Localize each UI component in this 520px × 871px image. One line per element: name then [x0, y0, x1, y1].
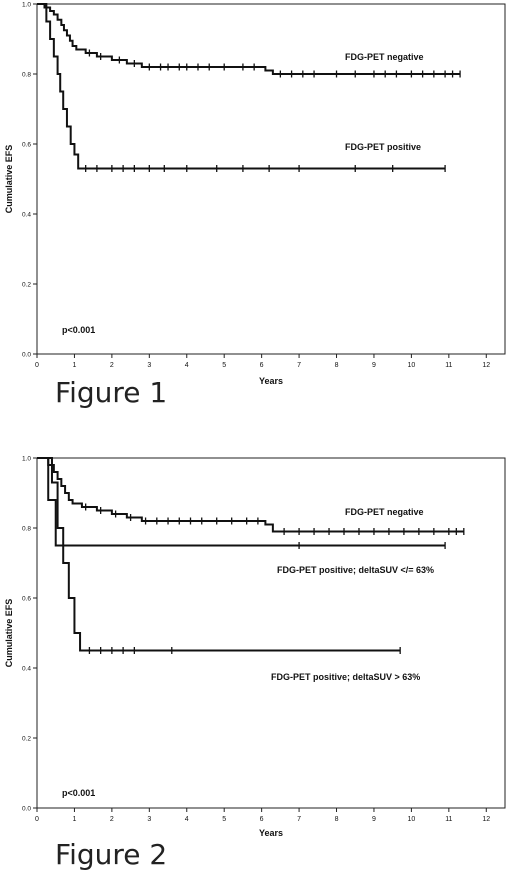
x-tick-label: 6: [260, 362, 264, 369]
y-tick-label: 0.4: [22, 666, 31, 673]
x-tick-label: 2: [110, 362, 114, 369]
x-tick-label: 5: [222, 362, 226, 369]
series-label-2: FDG-PET positive; deltaSUV </= 63%: [277, 565, 434, 575]
x-tick-label: 12: [482, 816, 490, 823]
y-tick-label: 0.2: [22, 736, 31, 743]
chart-figure-2: 0 1 2 3 4 5 6 7 8 9 10 11 120.00.20.40.60.81.0YearsC…: [4, 456, 506, 838]
p-value-annotation: p<0.001: [62, 788, 95, 798]
figure-1-panel: 0 1 2 3 4 5 6 7 8 9 10 11 12 0.0 0.2 0.4 0.6 0.8 1.0 Years C…: [0, 0, 520, 420]
x-tick-label: 4: [185, 816, 189, 823]
series-line-1: [37, 3, 461, 75]
x-tick-label: 9: [372, 816, 376, 823]
x-tick-label: 8: [335, 362, 339, 369]
series-label-2: FDG-PET positive: [345, 142, 421, 152]
figure-2-panel: 0 1 2 3 4 5 6 7 8 9 10 11 12 0.0 0.2 0.4 0.6 0.8 1.0 Years C…: [0, 450, 520, 871]
x-tick-label: 8: [335, 816, 339, 823]
x-tick-label: 12: [482, 362, 490, 369]
series-label-3: FDG-PET positive; deltaSUV > 63%: [271, 672, 420, 682]
x-axis-label: Years: [259, 828, 283, 838]
figure-2-caption: Figure 2: [55, 838, 168, 871]
x-tick-label: 10: [408, 362, 416, 369]
y-tick-label: 1.0: [22, 456, 31, 463]
x-tick-label: 4: [185, 362, 189, 369]
plot-frame: [36, 3, 506, 355]
x-tick-label: 7: [297, 362, 301, 369]
y-tick-label: 0.6: [22, 142, 31, 149]
x-tick-label: 1: [72, 362, 76, 369]
x-tick-label: 0: [35, 816, 39, 823]
figure-1-caption: Figure 1: [55, 376, 168, 409]
x-axis-label: Years: [259, 376, 283, 386]
series-label-1: FDG-PET negative: [345, 507, 424, 517]
x-tick-label: 3: [147, 816, 151, 823]
x-tick-label: 1: [72, 816, 76, 823]
series-line-3: [37, 457, 401, 652]
y-tick-label: 0.0: [22, 806, 31, 813]
x-tick-label: 7: [297, 816, 301, 823]
x-tick-label: 10: [408, 816, 416, 823]
y-tick-label: 0.8: [22, 526, 31, 533]
chart-figure-1: 0 1 2 3 4 5 6 7 8 9 10 11 120.00.20.40.60.81.0YearsC…: [4, 2, 506, 386]
y-tick-label: 1.0: [22, 2, 31, 9]
x-tick-label: 3: [147, 362, 151, 369]
y-axis-label: Cumulative EFS: [4, 599, 14, 668]
series-label-1: FDG-PET negative: [345, 52, 424, 62]
x-tick-label: 2: [110, 816, 114, 823]
y-tick-label: 0.4: [22, 212, 31, 219]
y-tick-label: 0.2: [22, 282, 31, 289]
plot-frame: [36, 457, 506, 809]
x-tick-label: 0: [35, 362, 39, 369]
series-line-2: [37, 3, 446, 170]
p-value-annotation: p<0.001: [62, 325, 95, 335]
y-tick-label: 0.8: [22, 72, 31, 79]
x-tick-label: 5: [222, 816, 226, 823]
x-tick-label: 6: [260, 816, 264, 823]
y-tick-label: 0.0: [22, 352, 31, 359]
series-line-1: [37, 457, 464, 533]
x-tick-label: 11: [445, 362, 452, 369]
y-tick-label: 0.6: [22, 596, 31, 603]
y-axis-label: Cumulative EFS: [4, 145, 14, 214]
x-tick-label: 11: [445, 816, 452, 823]
x-tick-label: 9: [372, 362, 376, 369]
